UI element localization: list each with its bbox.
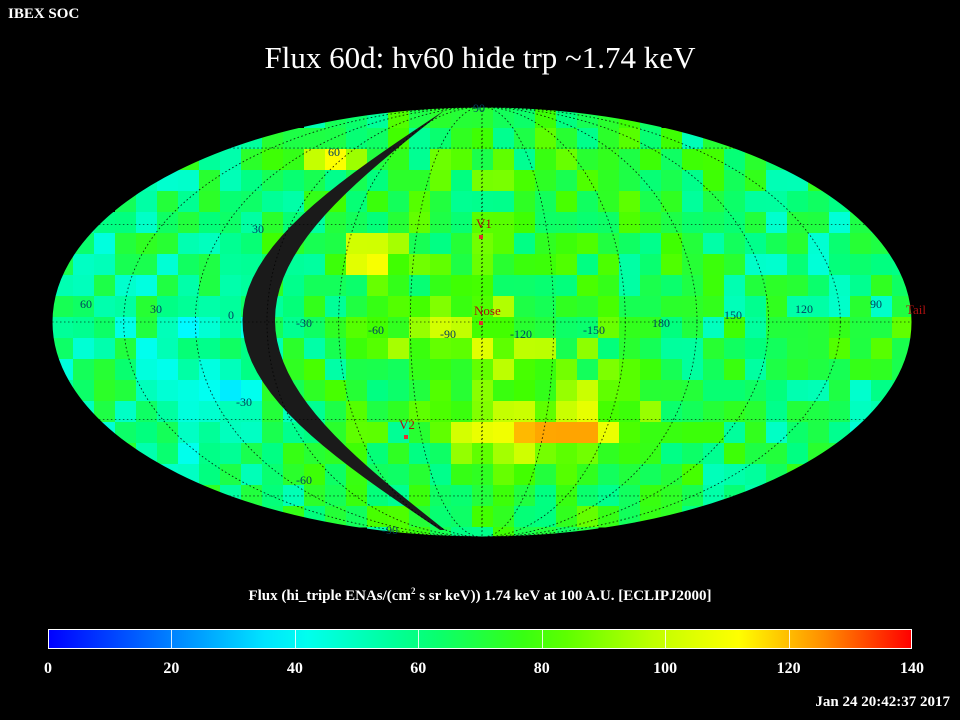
flux-pixel-grid	[52, 107, 912, 537]
longitude-label: -90	[440, 327, 456, 341]
longitude-label: -120	[510, 327, 532, 341]
colorbar-tick	[788, 629, 790, 649]
longitude-label: -150	[583, 323, 605, 337]
colorbar-tick-label: 100	[653, 660, 678, 677]
latitude-label: 60	[328, 145, 340, 159]
latitude-label: -90	[382, 523, 398, 537]
latitude-label: -60	[296, 473, 312, 487]
colorbar-title: Flux (hi_triple ENAs/(cm2 s sr keV)) 1.7…	[248, 586, 712, 604]
colorbar-tick-label: 120	[776, 660, 801, 677]
longitude-label: -30	[296, 316, 312, 330]
colorbar-tick-label: 40	[286, 660, 303, 677]
map-title: Flux 60d: hv60 hide trp ~1.74 keV	[264, 40, 696, 75]
marker-label-nose: Nose	[474, 303, 501, 318]
marker-dot	[404, 435, 408, 439]
longitude-label: 60	[80, 297, 92, 311]
colorbar-tick-label: 80	[533, 660, 550, 677]
marker-label-tail: Tail	[906, 302, 926, 317]
colorbar	[48, 629, 912, 649]
marker-label-v1: V1	[476, 216, 492, 231]
longitude-label: 150	[724, 308, 742, 322]
colorbar-tick	[665, 629, 667, 649]
latitude-label: 90	[473, 101, 485, 115]
colorbar-tick	[171, 629, 173, 649]
marker-dot	[479, 321, 483, 325]
longitude-label: 180	[652, 316, 670, 330]
longitude-label: -60	[368, 323, 384, 337]
soc-label: IBEX SOC	[8, 6, 80, 22]
colorbar-tick-label: 60	[410, 660, 427, 677]
marker-dot	[479, 235, 483, 239]
longitude-label: 120	[795, 302, 813, 316]
colorbar-tick	[418, 629, 420, 649]
colorbar-tick-label: 0	[44, 660, 52, 677]
data-gap-band	[242, 110, 445, 530]
colorbar-tick	[541, 629, 543, 649]
longitude-label: 0	[228, 308, 234, 322]
longitude-label: 30	[150, 302, 162, 316]
longitude-label: 90	[870, 297, 882, 311]
colorbar-tick	[294, 629, 296, 649]
marker-label-v2: V2	[399, 417, 415, 432]
latitude-label: -30	[236, 395, 252, 409]
map-markers: V1 Nose V2 Tail	[399, 216, 926, 439]
colorbar-tick-label: 20	[163, 660, 180, 677]
colorbar-tick-label: 140	[900, 660, 924, 677]
timestamp: Jan 24 20:42:37 2017	[815, 694, 950, 710]
graticule-labels: 60 30 0 -30 -60 -90 -120 -150 180 150 120 90 90 60 30 -…	[80, 101, 882, 537]
latitude-label: 30	[252, 222, 264, 236]
